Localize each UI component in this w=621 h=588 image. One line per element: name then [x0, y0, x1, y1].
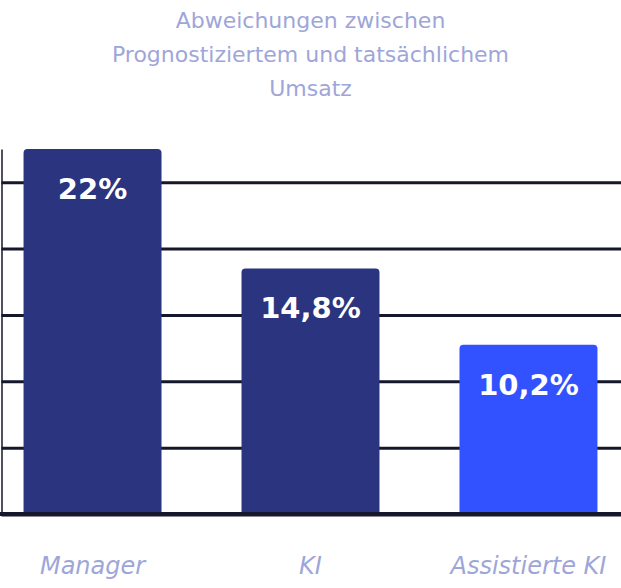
x-tick-label: KI	[299, 552, 322, 580]
data-label: 14,8%	[260, 291, 361, 325]
x-axis: Manager KI Assistierte KI	[40, 552, 607, 580]
x-tick-label: Assistierte KI	[449, 552, 607, 580]
bar	[459, 345, 597, 514]
data-label: 22%	[58, 172, 127, 206]
data-label: 10,2%	[478, 368, 579, 402]
x-tick: KI	[299, 552, 322, 580]
bars	[24, 149, 598, 514]
baseline	[0, 512, 621, 516]
data-labels: 22% 14,8% 10,2%	[58, 172, 579, 402]
chart: Abweichungen zwischenPrognostiziertem un…	[0, 0, 621, 588]
bar	[24, 149, 162, 514]
bar	[242, 268, 380, 514]
x-tick-label: Manager	[40, 552, 147, 580]
x-tick: Assistierte KI	[449, 552, 607, 580]
x-tick: Manager	[40, 552, 147, 580]
y-axis-line	[1, 150, 3, 515]
chart-title: Abweichungen zwischenPrognostiziertem un…	[112, 8, 509, 101]
